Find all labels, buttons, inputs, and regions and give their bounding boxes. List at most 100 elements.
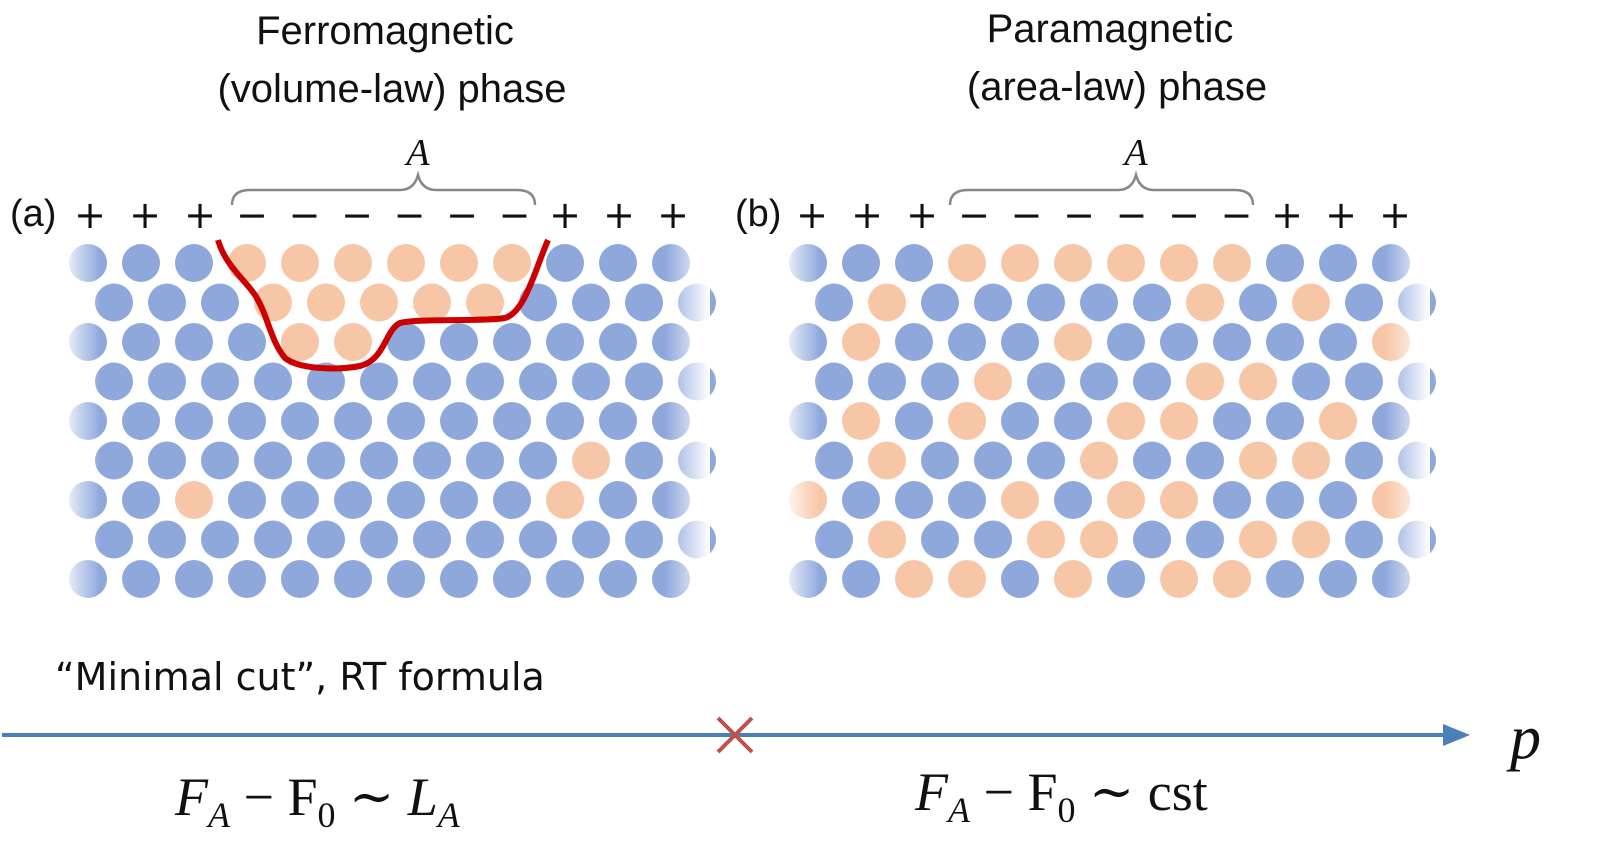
site xyxy=(1319,244,1357,282)
site xyxy=(1027,284,1065,322)
site xyxy=(1027,363,1065,401)
arrowhead xyxy=(1443,724,1470,746)
formula-part: ∼ L xyxy=(336,767,438,827)
site xyxy=(1213,560,1251,598)
site xyxy=(599,323,637,361)
site xyxy=(895,481,933,519)
site xyxy=(1001,244,1039,282)
sign: + xyxy=(603,193,635,237)
title: (volume-law) phase xyxy=(217,67,566,111)
site xyxy=(1160,323,1198,361)
formula-part: − F xyxy=(970,762,1058,822)
formula: FA − F0 ∼ LA xyxy=(174,767,461,835)
site xyxy=(1186,442,1224,480)
site xyxy=(360,284,398,322)
site xyxy=(148,521,186,559)
site xyxy=(148,284,186,322)
site xyxy=(1107,560,1145,598)
site xyxy=(1345,363,1383,401)
site xyxy=(1107,323,1145,361)
panel-label: (a) xyxy=(10,193,56,235)
site xyxy=(1266,481,1304,519)
sign: − xyxy=(394,193,426,237)
site xyxy=(148,363,186,401)
sign: + xyxy=(74,193,106,237)
site xyxy=(1107,402,1145,440)
formula-part: − F xyxy=(230,767,318,827)
site xyxy=(440,560,478,598)
site xyxy=(546,402,584,440)
site xyxy=(546,560,584,598)
site xyxy=(842,402,880,440)
site xyxy=(868,442,906,480)
site xyxy=(868,363,906,401)
sign: − xyxy=(1168,193,1200,237)
site xyxy=(466,363,504,401)
site xyxy=(493,560,531,598)
site xyxy=(599,481,637,519)
sign: + xyxy=(129,193,161,237)
site xyxy=(228,244,266,282)
site xyxy=(387,244,425,282)
site xyxy=(201,442,239,480)
site xyxy=(360,521,398,559)
site xyxy=(1133,442,1171,480)
site xyxy=(201,521,239,559)
site xyxy=(1292,363,1330,401)
site xyxy=(228,323,266,361)
site xyxy=(122,481,160,519)
site xyxy=(1213,244,1251,282)
sign: − xyxy=(1063,193,1095,237)
site xyxy=(387,560,425,598)
site xyxy=(1239,521,1277,559)
site xyxy=(1027,442,1065,480)
site xyxy=(948,323,986,361)
sign: + xyxy=(1271,193,1303,237)
site xyxy=(1239,363,1277,401)
site xyxy=(948,244,986,282)
sign: + xyxy=(1325,193,1357,237)
brace xyxy=(950,175,1253,205)
site xyxy=(948,560,986,598)
site xyxy=(1345,442,1383,480)
site xyxy=(921,363,959,401)
figure: Ferromagnetic (volume-law) phase Paramag… xyxy=(0,0,1623,852)
site xyxy=(148,442,186,480)
site xyxy=(625,363,663,401)
site xyxy=(228,481,266,519)
fade xyxy=(780,240,820,610)
site xyxy=(493,244,531,282)
site xyxy=(546,244,584,282)
site xyxy=(175,323,213,361)
site xyxy=(974,521,1012,559)
site xyxy=(572,521,610,559)
site xyxy=(599,560,637,598)
site xyxy=(974,363,1012,401)
site xyxy=(493,481,531,519)
site xyxy=(334,481,372,519)
sign: − xyxy=(341,193,373,237)
site xyxy=(1054,323,1092,361)
site xyxy=(1292,284,1330,322)
sign: + xyxy=(1379,193,1411,237)
site xyxy=(466,521,504,559)
site xyxy=(387,402,425,440)
site xyxy=(1001,481,1039,519)
lattice xyxy=(69,244,1436,598)
site xyxy=(122,560,160,598)
site xyxy=(334,323,372,361)
site xyxy=(413,442,451,480)
site xyxy=(895,244,933,282)
site xyxy=(1345,284,1383,322)
site xyxy=(1319,323,1357,361)
site xyxy=(175,560,213,598)
site xyxy=(334,560,372,598)
site xyxy=(868,284,906,322)
site xyxy=(1345,521,1383,559)
site xyxy=(1266,560,1304,598)
formula-sub: A xyxy=(206,795,231,835)
site xyxy=(1107,481,1145,519)
site xyxy=(1239,284,1277,322)
site xyxy=(1319,560,1357,598)
site xyxy=(440,323,478,361)
